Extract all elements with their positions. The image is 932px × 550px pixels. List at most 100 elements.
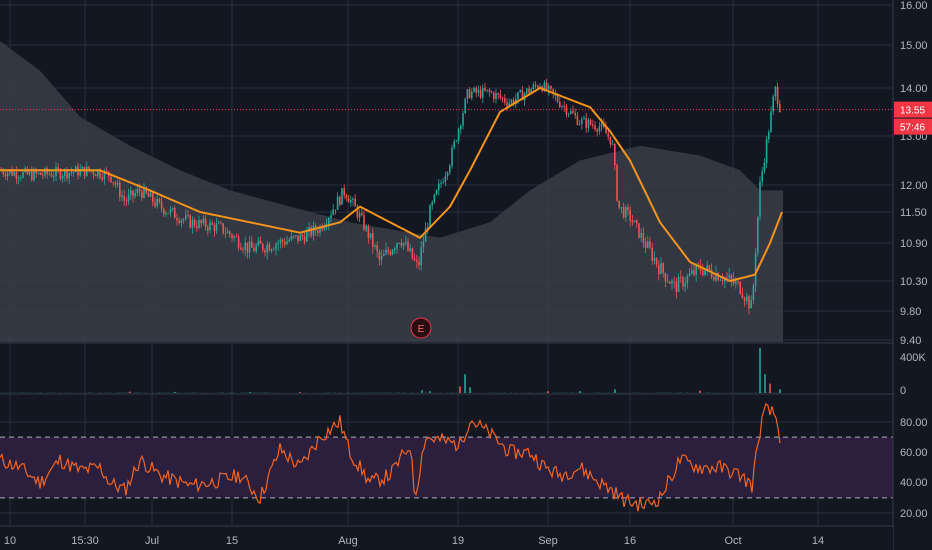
candle-body — [354, 198, 356, 207]
candle-body — [444, 176, 447, 183]
candle-body — [64, 169, 66, 177]
candle-body — [264, 250, 266, 253]
candle-body — [545, 82, 548, 90]
candle-body — [130, 190, 132, 195]
candle-body — [666, 281, 669, 283]
moving-average-band — [0, 41, 783, 342]
candle-body — [301, 234, 304, 237]
candle-body — [598, 126, 601, 132]
candle-body — [642, 232, 645, 243]
candle-body — [165, 213, 167, 215]
candle-body — [688, 273, 691, 276]
candle-body — [750, 300, 752, 309]
candle-body — [350, 199, 352, 203]
volume-bar — [741, 392, 744, 393]
candle-body — [365, 226, 367, 230]
candle-body — [92, 170, 95, 175]
earnings-marker[interactable]: E — [410, 317, 432, 339]
candle-body — [187, 215, 189, 216]
candle-body — [356, 206, 359, 218]
price-axis[interactable]: 16.0015.0014.0013.0012.0011.5010.9010.30… — [894, 0, 932, 550]
volume-bar — [116, 392, 119, 393]
volume-bar — [193, 392, 196, 393]
candle-body — [61, 176, 64, 179]
candle-body — [772, 96, 774, 112]
candle-body — [361, 213, 363, 215]
candle-body — [185, 215, 187, 220]
time-tick-label: Aug — [338, 535, 358, 547]
candle-body — [574, 113, 576, 116]
candle-body — [640, 232, 642, 238]
ma-path — [0, 87, 783, 282]
countdown-tag — [894, 118, 932, 135]
volume-bar — [735, 392, 737, 393]
candle-body — [534, 84, 537, 86]
candle-body — [180, 219, 183, 223]
candle-body — [334, 209, 337, 211]
candle-body — [774, 86, 777, 97]
volume-bar — [134, 392, 136, 393]
candle-body — [462, 113, 464, 126]
candle-body — [587, 119, 590, 128]
candle-body — [570, 110, 572, 114]
candle-body — [259, 240, 262, 244]
candle-body — [222, 223, 224, 234]
candle-body — [207, 227, 209, 231]
last-price-tag — [894, 101, 932, 118]
candle-body — [565, 106, 568, 115]
candle-body — [189, 215, 191, 228]
candle-body — [44, 168, 46, 176]
candle-body — [695, 264, 697, 275]
candle-body — [748, 296, 750, 309]
candle-body — [693, 270, 695, 275]
candle-body — [127, 194, 130, 202]
candle-body — [449, 165, 451, 173]
candle-body — [385, 249, 387, 255]
candle-body — [376, 245, 378, 252]
candle-body — [704, 270, 706, 276]
candle-body — [457, 129, 460, 141]
candle-body — [169, 208, 172, 214]
candle-body — [651, 247, 653, 261]
candle-body — [387, 249, 389, 253]
candle-body — [125, 200, 128, 202]
candle-body — [352, 198, 354, 200]
earnings-marker-circle[interactable] — [410, 317, 432, 339]
candle-body — [589, 119, 592, 125]
candle-body — [759, 181, 761, 217]
candle-body — [328, 218, 330, 225]
candle-body — [658, 264, 660, 275]
candle-body — [673, 280, 675, 282]
candle-body — [4, 173, 7, 177]
candle-body — [409, 248, 411, 251]
candle-body — [629, 210, 631, 221]
time-axis[interactable]: 10 15:30 Jul 15 Aug 19 Sep 16 Oct 14 — [0, 527, 893, 550]
candle-body — [79, 169, 81, 176]
candle-body — [530, 88, 532, 93]
candle-body — [438, 183, 440, 191]
candle-body — [611, 143, 614, 145]
candle-body — [490, 91, 493, 93]
volume-spike — [579, 391, 581, 393]
candle-body — [633, 220, 636, 223]
volume-spike — [779, 389, 781, 393]
candle-body — [427, 226, 429, 229]
price-tick-label: 14.00 — [900, 83, 928, 95]
candle-body — [37, 172, 40, 174]
volume-bar — [125, 392, 128, 393]
candle-body — [482, 87, 484, 98]
volume-bar — [127, 392, 130, 393]
candle-body — [442, 182, 444, 183]
candle-body — [607, 133, 609, 137]
volume-bar — [387, 392, 389, 393]
candle-body — [484, 87, 486, 91]
candle-body — [402, 242, 405, 246]
time-axis-background — [0, 527, 893, 550]
candle-body — [627, 207, 629, 211]
candle-body — [50, 174, 53, 177]
candle-body — [284, 241, 286, 245]
candle-body — [471, 91, 473, 98]
candle-body — [424, 228, 427, 242]
time-tick-label: 10 — [4, 535, 16, 547]
